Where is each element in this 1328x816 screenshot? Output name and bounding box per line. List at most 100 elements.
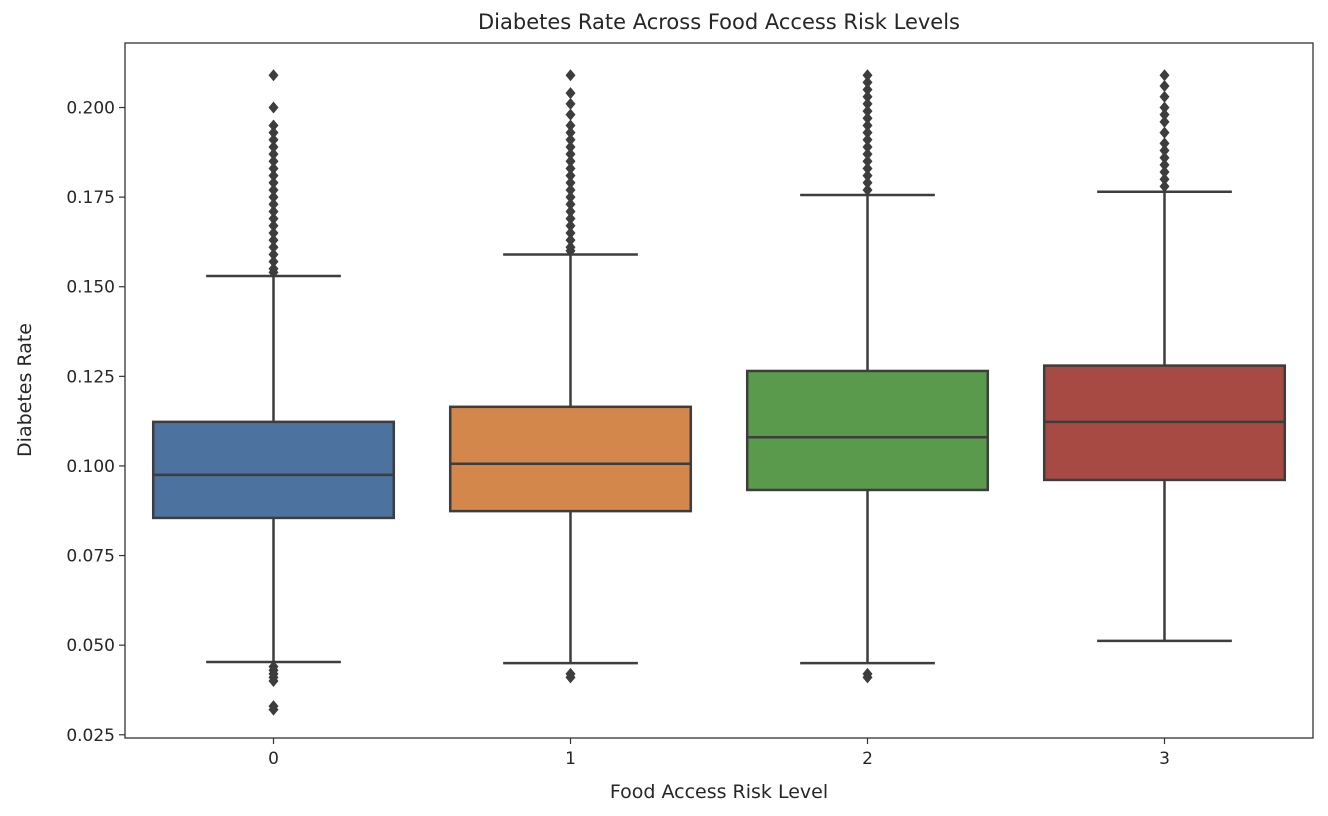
- outlier-point: [565, 671, 576, 684]
- outlier-point: [862, 148, 873, 161]
- x-tick-label: 2: [862, 749, 873, 769]
- outlier-point: [268, 703, 279, 716]
- outlier-point: [1159, 173, 1170, 186]
- outlier-point: [565, 212, 576, 225]
- outlier-point: [565, 226, 576, 239]
- box-1: [448, 405, 693, 513]
- y-tick-label: 0.175: [66, 188, 115, 208]
- outlier-point: [565, 108, 576, 121]
- outlier-point: [1159, 166, 1170, 179]
- outlier-point: [1159, 108, 1170, 121]
- outlier-point: [268, 119, 279, 132]
- outlier-point: [862, 162, 873, 175]
- outlier-point: [268, 183, 279, 196]
- outlier-point: [268, 219, 279, 232]
- outlier-point: [565, 119, 576, 132]
- outlier-point: [565, 140, 576, 153]
- outlier-point: [565, 176, 576, 189]
- outlier-point: [1159, 151, 1170, 164]
- box-0: [151, 420, 396, 520]
- outlier-point: [268, 133, 279, 146]
- outlier-point: [1159, 126, 1170, 139]
- outlier-point: [862, 83, 873, 96]
- outlier-point: [862, 112, 873, 125]
- outlier-point: [862, 169, 873, 182]
- outlier-point: [565, 97, 576, 110]
- outlier-point: [862, 69, 873, 82]
- outlier-point: [1159, 80, 1170, 93]
- outlier-point: [565, 169, 576, 182]
- outlier-point: [565, 198, 576, 211]
- y-axis-label: Diabetes Rate: [14, 323, 36, 457]
- y-tick-label: 0.200: [66, 99, 115, 119]
- outlier-point: [268, 101, 279, 114]
- y-tick-label: 0.025: [66, 726, 115, 746]
- y-tick-label: 0.150: [66, 278, 115, 298]
- x-tick-label: 0: [268, 749, 279, 769]
- outlier-point: [862, 183, 873, 196]
- y-tick-label: 0.125: [66, 367, 115, 387]
- outlier-point: [268, 140, 279, 153]
- outlier-point: [565, 234, 576, 247]
- outlier-point: [862, 119, 873, 132]
- outlier-point: [1159, 90, 1170, 103]
- outlier-point: [268, 241, 279, 254]
- outlier-point: [565, 183, 576, 196]
- outlier-point: [268, 234, 279, 247]
- outlier-point: [268, 162, 279, 175]
- box-2: [745, 369, 990, 492]
- outlier-point: [1159, 158, 1170, 171]
- outlier-point: [862, 671, 873, 684]
- outlier-point: [268, 69, 279, 82]
- outlier-point: [565, 244, 576, 257]
- outlier-point: [268, 248, 279, 261]
- outlier-point: [1159, 115, 1170, 128]
- outlier-point: [268, 212, 279, 225]
- y-tick-label: 0.075: [66, 547, 115, 567]
- outlier-point: [268, 226, 279, 239]
- outlier-point: [862, 176, 873, 189]
- x-tick-label: 1: [565, 749, 576, 769]
- outlier-point: [565, 69, 576, 82]
- outlier-point: [268, 148, 279, 161]
- outlier-point: [268, 266, 279, 279]
- outlier-point: [862, 105, 873, 118]
- outlier-point: [268, 675, 279, 688]
- outlier-point: [565, 126, 576, 139]
- y-tick-label: 0.100: [66, 457, 115, 477]
- outlier-point: [268, 176, 279, 189]
- outlier-point: [862, 76, 873, 89]
- outlier-point: [1159, 101, 1170, 114]
- outlier-point: [268, 205, 279, 218]
- outlier-point: [1159, 69, 1170, 82]
- chart-title: Diabetes Rate Across Food Access Risk Le…: [478, 10, 960, 34]
- outlier-point: [268, 126, 279, 139]
- plot-frame: [124, 42, 1314, 739]
- outlier-point: [862, 140, 873, 153]
- outlier-point: [268, 191, 279, 204]
- outlier-point: [565, 133, 576, 146]
- outlier-point: [1159, 137, 1170, 150]
- outlier-point: [862, 97, 873, 110]
- outlier-point: [1159, 144, 1170, 157]
- outlier-point: [862, 155, 873, 168]
- outlier-point: [862, 133, 873, 146]
- outlier-point: [565, 219, 576, 232]
- outlier-point: [565, 87, 576, 100]
- outlier-point: [1159, 180, 1170, 193]
- y-tick-label: 0.050: [66, 636, 115, 656]
- outlier-point: [565, 205, 576, 218]
- outlier-point: [268, 198, 279, 211]
- outlier-point: [268, 255, 279, 268]
- outlier-point: [565, 191, 576, 204]
- outlier-point: [862, 90, 873, 103]
- outlier-point: [565, 162, 576, 175]
- outlier-point: [565, 148, 576, 161]
- x-axis-label: Food Access Risk Level: [610, 781, 828, 803]
- outlier-point: [268, 169, 279, 182]
- x-tick-label: 3: [1159, 749, 1170, 769]
- outlier-point: [862, 126, 873, 139]
- outlier-point: [268, 155, 279, 168]
- outlier-point: [565, 155, 576, 168]
